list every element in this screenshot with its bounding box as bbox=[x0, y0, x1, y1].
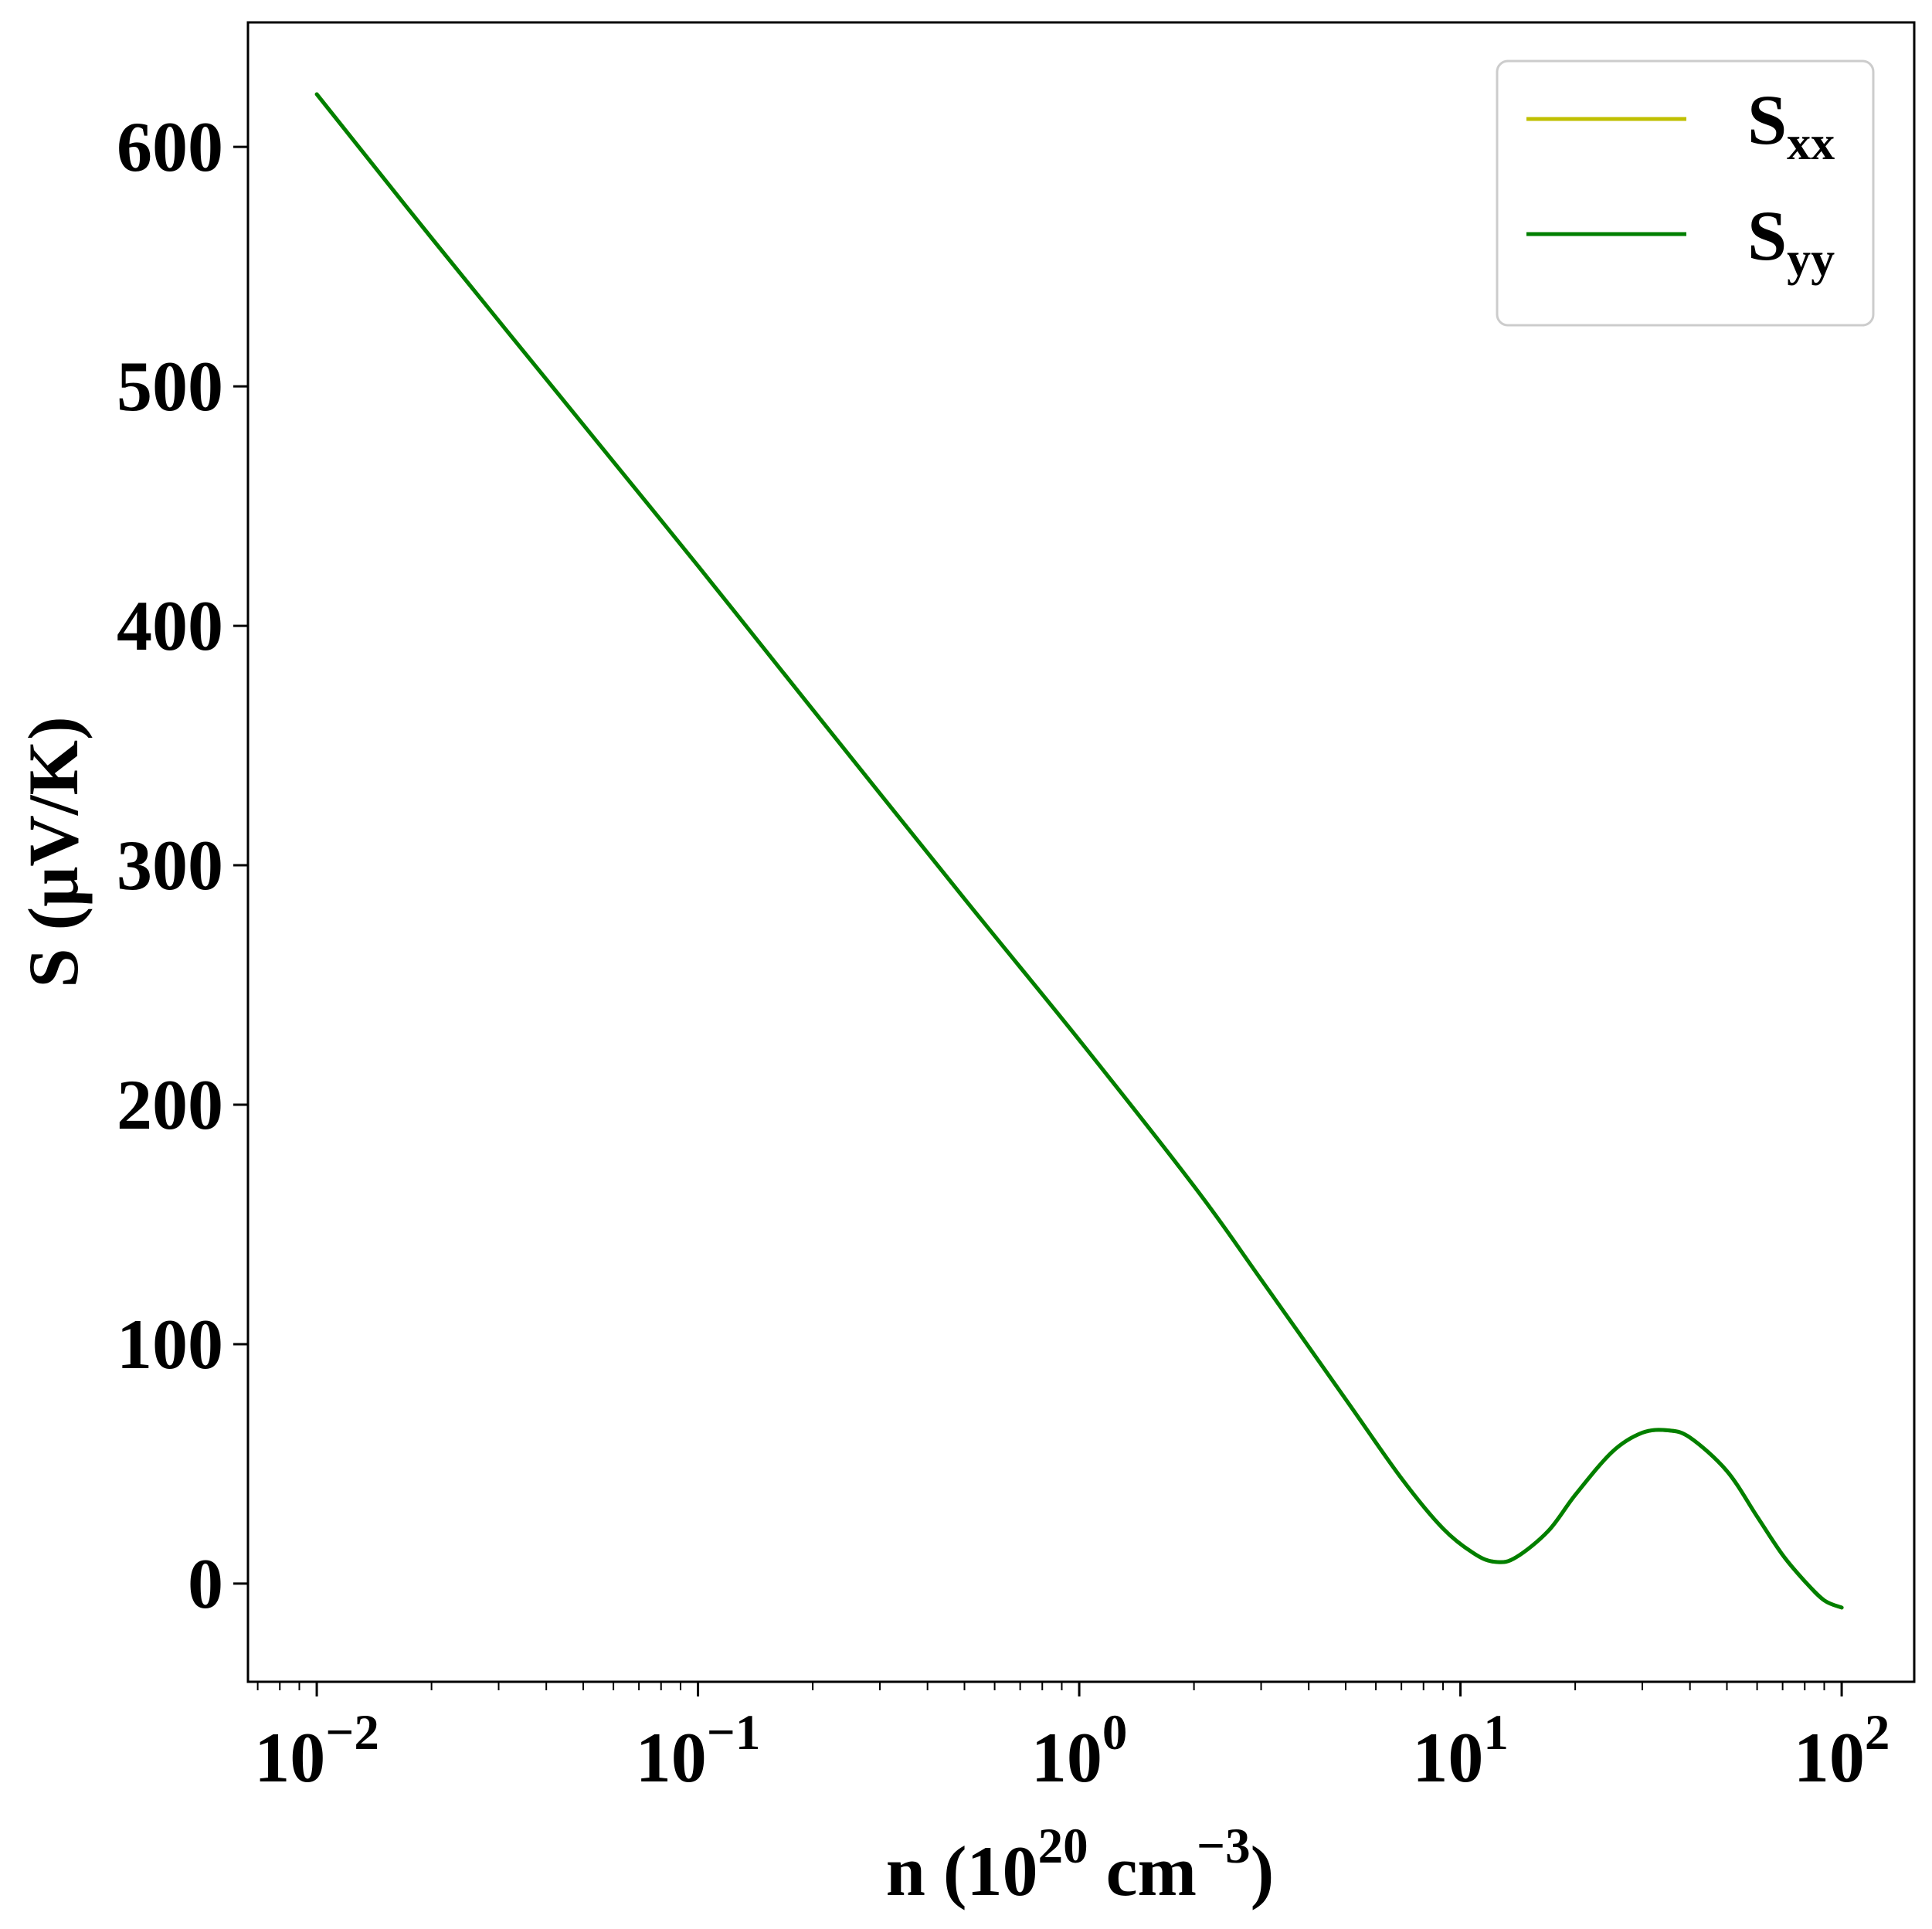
y-axis-ticks: 0 100 200 300 400 500 600 bbox=[117, 107, 248, 1623]
x-axis-label-suffix: ) bbox=[1251, 1832, 1275, 1910]
series-layer bbox=[314, 92, 1844, 1610]
plot-area-frame bbox=[246, 21, 1916, 1683]
x-tick-label: 10−2 bbox=[254, 1705, 379, 1797]
legend-box bbox=[1496, 59, 1875, 327]
y-tick-label: 500 bbox=[117, 347, 223, 426]
y-tick-label: 400 bbox=[117, 586, 223, 665]
y-tick-label: 200 bbox=[117, 1065, 223, 1144]
x-tick-label: 101 bbox=[1412, 1705, 1509, 1797]
x-axis-label-middle: cm bbox=[1088, 1832, 1197, 1910]
legend-label-syy: Syy bbox=[1747, 196, 1835, 286]
x-axis-label-exponent: 20 bbox=[1038, 1819, 1088, 1874]
y-axis-label: S (μV/K) bbox=[14, 716, 93, 987]
x-axis-label: n (1020 cm−3) bbox=[886, 1819, 1274, 1910]
y-tick-label: 100 bbox=[117, 1305, 223, 1384]
legend-label-sxx: Sxx bbox=[1747, 80, 1835, 170]
x-axis-label-prefix: n (10 bbox=[886, 1832, 1038, 1910]
x-axis-label-exponent-2: −3 bbox=[1197, 1819, 1251, 1874]
x-axis-ticks: 10−2 10−1 100 101 102 bbox=[254, 1682, 1890, 1797]
y-tick-label: 0 bbox=[188, 1544, 223, 1623]
legend: Sxx Syy bbox=[1496, 59, 1875, 327]
x-tick-label: 102 bbox=[1794, 1705, 1890, 1797]
y-tick-label: 300 bbox=[117, 826, 223, 905]
x-tick-label: 10−1 bbox=[636, 1705, 761, 1797]
series-line-yy bbox=[314, 92, 1844, 1610]
y-tick-label: 600 bbox=[117, 107, 223, 186]
x-tick-label: 100 bbox=[1031, 1705, 1128, 1797]
